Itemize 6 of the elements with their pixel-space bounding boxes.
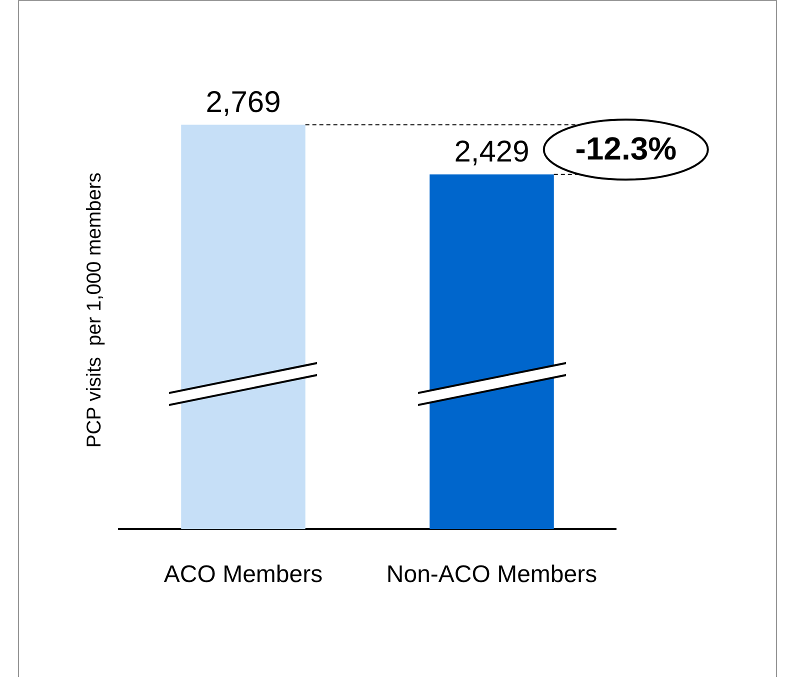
- x-tick-label: Non-ACO Members: [386, 561, 598, 588]
- y-axis-title: PCP visits per 1,000 members: [84, 172, 106, 448]
- annotation: -12.3%: [575, 130, 677, 166]
- data-label: 2,429: [454, 136, 530, 169]
- x-tick-label: ACO Members: [164, 561, 323, 588]
- data-label: 2,769: [206, 86, 281, 120]
